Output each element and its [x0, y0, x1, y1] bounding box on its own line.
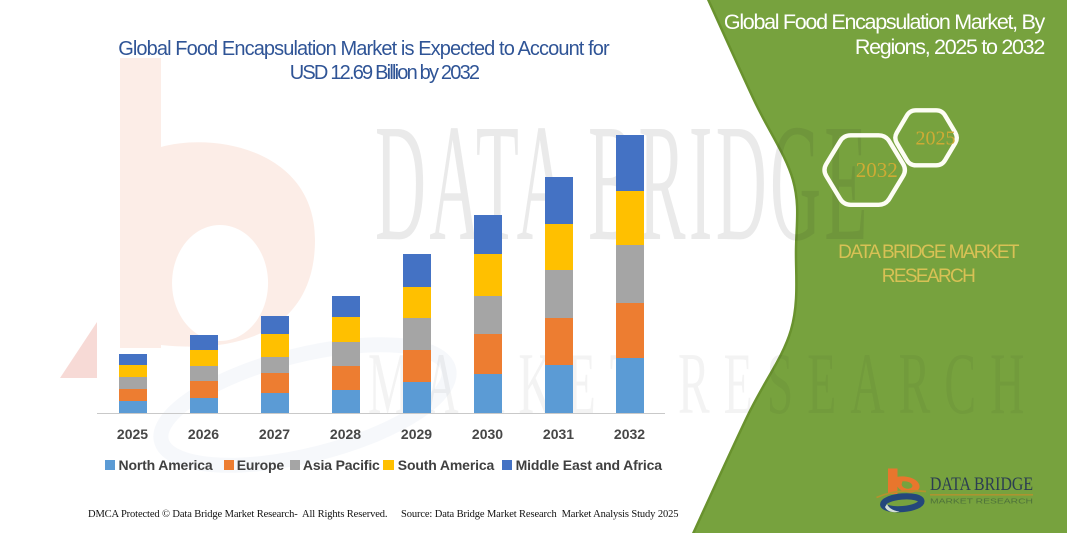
svg-text:2025: 2025 — [916, 128, 956, 150]
svg-text:DATA BRIDGE: DATA BRIDGE — [930, 475, 1033, 495]
svg-text:MARKET RESEARCH: MARKET RESEARCH — [930, 499, 1033, 506]
svg-text:2032: 2032 — [856, 158, 898, 182]
